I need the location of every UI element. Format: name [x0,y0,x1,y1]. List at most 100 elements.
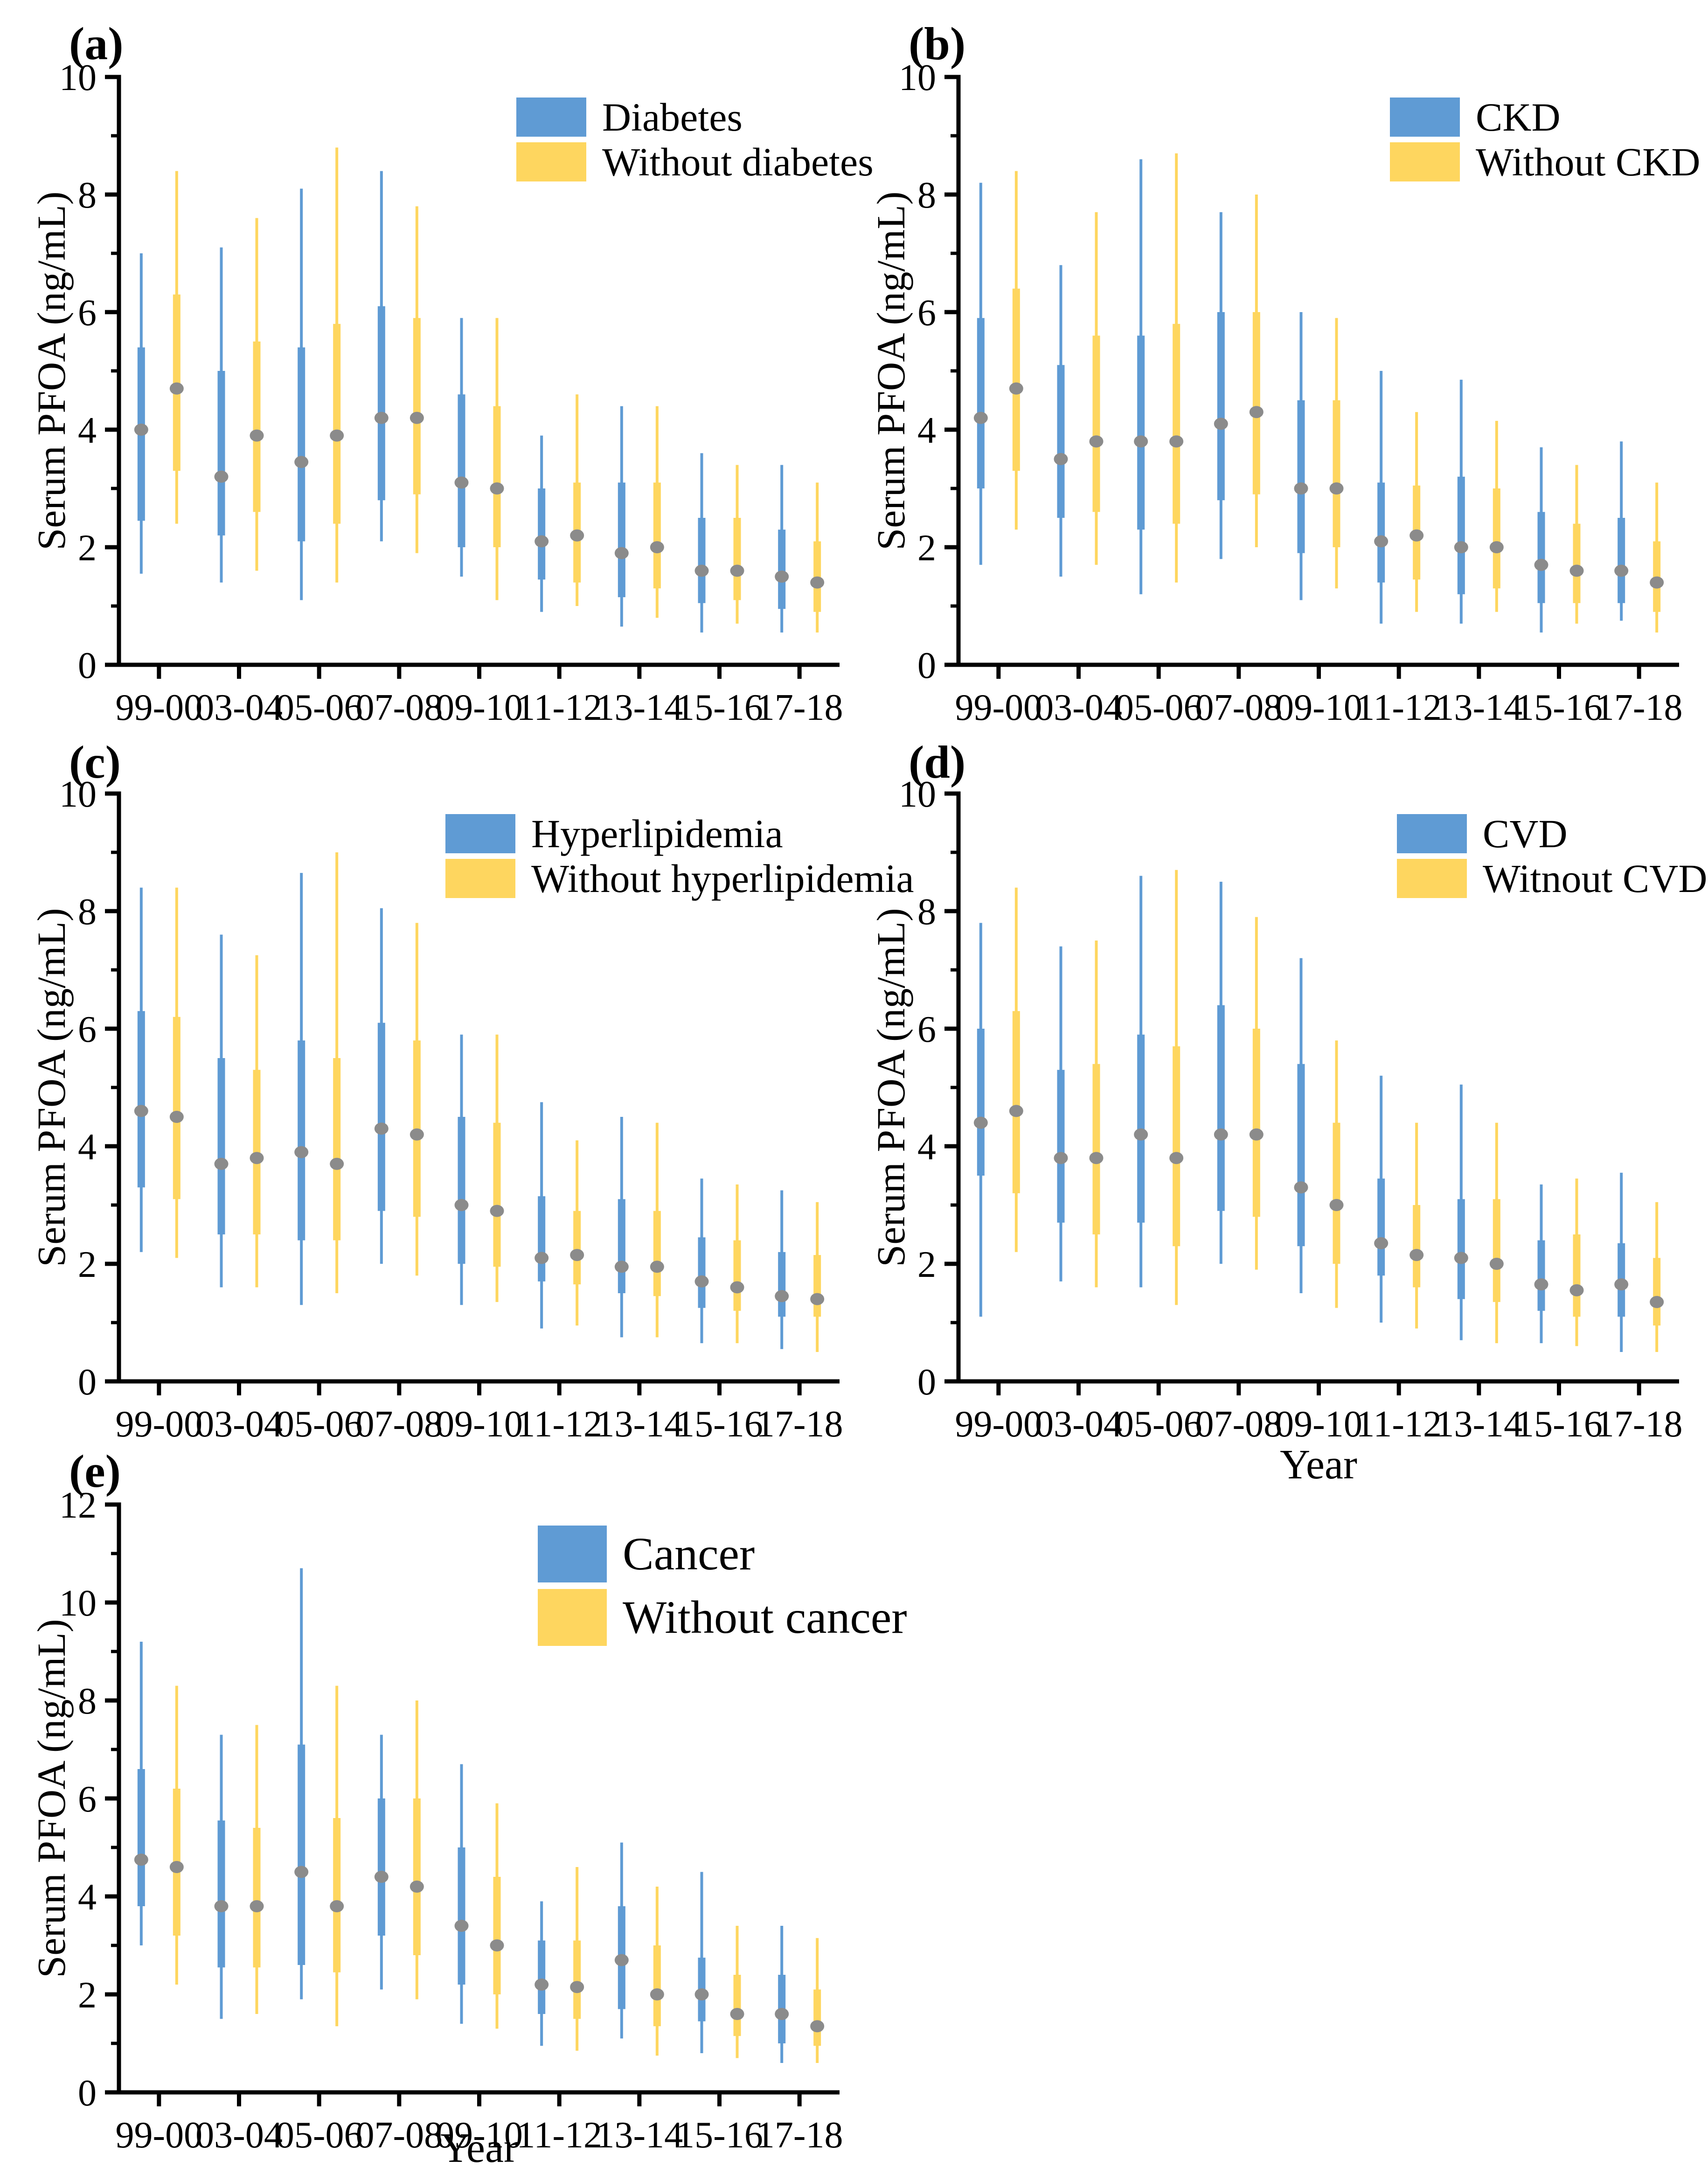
x-tick-label: 03-04 [1035,687,1122,728]
legend-row: Without hyperlipidemia [445,858,914,899]
y-tick-label: 2 [78,1244,97,1285]
x-tick-label: 11-12 [516,2115,602,2156]
legend-e: Cancer Without cancer [538,1526,907,1646]
x-tick-label: 03-04 [1035,1404,1122,1445]
median-dot [454,476,469,489]
x-tick-label: 17-18 [756,1404,843,1445]
median-dot [1650,1296,1664,1308]
median-dot [250,1900,264,1912]
legend-label: Without diabetes [602,139,874,184]
median-dot [1329,482,1344,495]
x-tick-label: 17-18 [1596,687,1683,728]
median-dot [775,571,789,583]
median-dot [1534,558,1548,571]
legend-swatch-yellow [1397,859,1467,898]
y-tick-label: 4 [78,1127,97,1168]
median-dot [535,1979,549,1991]
legend-label: Hyperlipidemia [531,811,783,856]
x-tick-label: 05-06 [276,687,363,728]
x-tick-label: 09-10 [1275,1404,1362,1445]
y-axis-title-e: Serum PFOA (ng/mL) [29,1619,74,1978]
median-dot [1454,541,1468,553]
x-tick-label: 07-08 [356,687,443,728]
legend-row: Without CKD [1390,142,1700,182]
median-dot [730,2008,744,2020]
y-tick-label: 8 [917,175,936,216]
x-tick-label: 15-16 [676,2115,763,2156]
median-dot [1054,453,1068,465]
median-dot [134,424,148,436]
y-tick-label: 2 [917,528,936,569]
x-tick-label: 99-00 [116,2115,203,2156]
median-dot [169,382,184,395]
legend-swatch-yellow [445,859,515,898]
median-dot [535,535,549,548]
y-tick-label: 4 [917,410,936,451]
x-tick-label: 07-08 [1195,687,1283,728]
median-dot [214,1157,229,1170]
y-tick-label: 6 [78,1779,97,1820]
median-dot [775,1290,789,1303]
x-tick-label: 99-00 [116,1404,203,1445]
panel-a: 0 2 4 6 8 10 99-0003-0405-0607-0809-1011-1213-… [59,57,843,728]
y-tick-label: 0 [78,645,97,686]
y-tick-label: 12 [59,1485,97,1526]
median-dot [134,1853,148,1866]
median-dot [973,1116,988,1129]
legend-c: Hyperlipidemia Without hyperlipidemia [445,814,914,899]
legend-swatch-blue [445,814,515,853]
legend-swatch-blue [516,98,586,137]
legend-label: CKD [1476,95,1561,139]
median-dot [214,1900,229,1912]
legend-a: Diabetes Without diabetes [516,97,874,182]
median-dot [1489,541,1504,553]
series-yellow [169,147,825,633]
median-dot [294,456,309,468]
y-tick-label: 4 [78,410,97,451]
x-tick-label: 17-18 [756,2115,843,2156]
median-dot [454,1920,469,1932]
x-tick-label: 17-18 [1596,1404,1683,1445]
median-dot [1089,1152,1104,1164]
median-dot [1374,1237,1389,1249]
median-dot [614,547,629,559]
legend-row: Without diabetes [516,142,874,182]
legend-row: Diabetes [516,97,874,137]
legend-row: Cancer [538,1526,907,1582]
legend-row: Hyperlipidemia [445,814,914,854]
legend-row: Without cancer [538,1589,907,1646]
median-dot [730,1281,744,1294]
median-dot [973,411,988,424]
y-axis-title-c: Serum PFOA (ng/mL) [29,908,74,1267]
panel-d: 0 2 4 6 8 10 99-0003-0405-0607-0809-1011-1213-… [899,774,1682,1445]
x-tick-label: 09-10 [436,2115,523,2156]
series-blue [134,171,789,633]
series-blue [973,876,1629,1352]
median-dot [410,1128,424,1141]
legend-label: Without cancer [623,1591,907,1643]
y-tick-label: 4 [78,1877,97,1918]
x-tick-label: 07-08 [356,2115,443,2156]
median-dot [650,1988,664,2000]
y-tick-label: 2 [78,1975,97,2016]
median-dot [614,1954,629,1966]
legend-b: CKD Without CKD [1390,97,1700,182]
y-tick-label: 8 [78,892,97,933]
median-dot [1294,482,1308,495]
legend-swatch-blue [1390,98,1460,137]
median-dot [1489,1258,1504,1270]
legend-label: CVD [1483,811,1568,856]
median-dot [410,411,424,424]
y-axis-title-a: Serum PFOA (ng/mL) [29,191,74,550]
y-tick-label: 6 [917,1009,936,1050]
x-tick-label: 15-16 [676,1404,763,1445]
x-tick-label: 07-08 [1195,1404,1283,1445]
median-dot [694,1988,709,2000]
median-dot [1214,418,1228,430]
x-tick-label: 05-06 [276,1404,363,1445]
median-dot [1614,1278,1629,1291]
y-tick-label: 10 [59,57,97,98]
x-tick-label: 99-00 [955,687,1042,728]
x-tick-label: 15-16 [676,687,763,728]
y-tick-label: 10 [59,1583,97,1624]
